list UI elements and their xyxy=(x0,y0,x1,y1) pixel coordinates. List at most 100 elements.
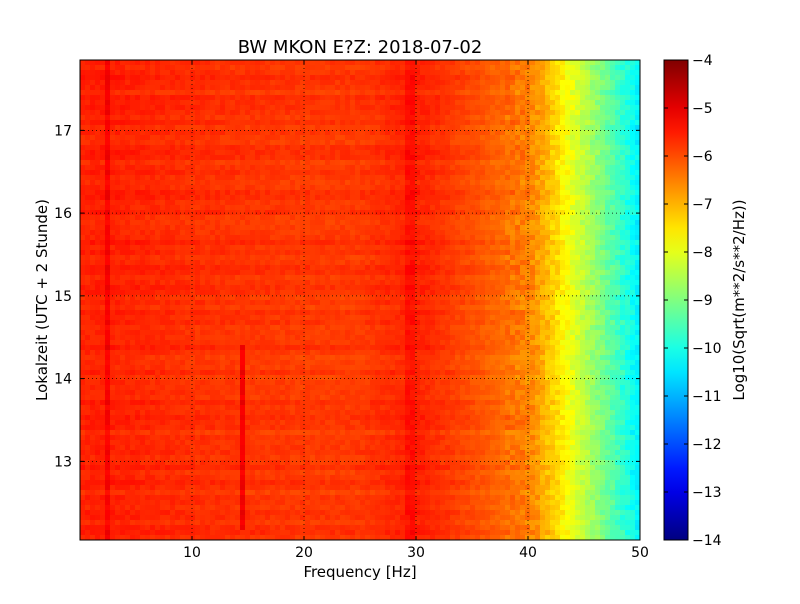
spectrogram-cell xyxy=(550,180,556,186)
spectrogram-cell xyxy=(400,250,406,256)
spectrogram-cell xyxy=(585,250,591,256)
spectrogram-cell xyxy=(275,135,281,141)
spectrogram-cell xyxy=(495,225,501,231)
spectrogram-cell xyxy=(285,145,291,151)
spectrogram-cell xyxy=(500,260,506,266)
spectrogram-cell xyxy=(455,275,461,281)
spectrogram-cell xyxy=(340,155,346,161)
spectrogram-cell xyxy=(495,210,501,216)
spectrogram-cell xyxy=(440,145,446,151)
spectrogram-cell xyxy=(415,60,421,66)
spectrogram-cell xyxy=(290,280,296,286)
spectrogram-cell xyxy=(535,90,541,96)
spectrogram-cell xyxy=(505,155,511,161)
spectrogram-cell xyxy=(590,70,596,76)
spectrogram-cell xyxy=(300,145,306,151)
spectrogram-cell xyxy=(350,145,356,151)
spectrogram-cell xyxy=(175,205,181,211)
spectrogram-cell xyxy=(350,125,356,131)
spectrogram-cell xyxy=(325,95,331,101)
spectrogram-cell xyxy=(515,135,521,141)
spectrogram-cell xyxy=(310,240,316,246)
spectrogram-cell xyxy=(345,175,351,181)
spectrogram-cell xyxy=(230,240,236,246)
spectrogram-cell xyxy=(445,140,451,146)
spectrogram-cell xyxy=(340,65,346,71)
spectrogram-cell xyxy=(570,230,576,236)
spectrogram-cell xyxy=(365,270,371,276)
spectrogram-cell xyxy=(320,250,326,256)
spectrogram-cell xyxy=(370,125,376,131)
spectrogram-cell xyxy=(135,215,141,221)
spectrogram-cell xyxy=(460,70,466,76)
spectrogram-cell xyxy=(495,90,501,96)
spectrogram-cell xyxy=(600,185,606,191)
spectrogram-cell xyxy=(420,95,426,101)
spectrogram-cell xyxy=(170,190,176,196)
spectrogram-cell xyxy=(490,85,496,91)
spectrogram-cell xyxy=(160,275,166,281)
spectrogram-cell xyxy=(405,265,411,271)
spectrogram-cell xyxy=(420,245,426,251)
spectrogram-cell xyxy=(325,250,331,256)
spectrogram-cell xyxy=(265,200,271,206)
spectrogram-cell xyxy=(190,105,196,111)
spectrogram-cell xyxy=(580,225,586,231)
spectrogram-cell xyxy=(345,280,351,286)
spectrogram-cell xyxy=(140,125,146,131)
spectrogram-cell xyxy=(90,260,96,266)
spectrogram-cell xyxy=(160,195,166,201)
spectrogram-cell xyxy=(595,155,601,161)
spectrogram-cell xyxy=(495,175,501,181)
spectrogram-cell xyxy=(200,185,206,191)
spectrogram-cell xyxy=(600,145,606,151)
spectrogram-cell xyxy=(345,250,351,256)
spectrogram-cell xyxy=(355,130,361,136)
spectrogram-cell xyxy=(195,265,201,271)
spectrogram-cell xyxy=(110,170,116,176)
spectrogram-cell xyxy=(430,100,436,106)
spectrogram-cell xyxy=(145,240,151,246)
spectrogram-cell xyxy=(330,220,336,226)
spectrogram-cell xyxy=(210,160,216,166)
spectrogram-cell xyxy=(435,210,441,216)
spectrogram-cell xyxy=(100,85,106,91)
spectrogram-cell xyxy=(630,145,636,151)
spectrogram-cell xyxy=(150,240,156,246)
spectrogram-cell xyxy=(240,135,246,141)
spectrogram-cell xyxy=(335,140,341,146)
spectrogram-cell xyxy=(410,235,416,241)
spectrogram-cell xyxy=(540,230,546,236)
spectrogram-cell xyxy=(205,145,211,151)
spectrogram-cell xyxy=(245,115,251,121)
spectrogram-cell xyxy=(200,260,206,266)
spectrogram-cell xyxy=(555,195,561,201)
spectrogram-cell xyxy=(315,160,321,166)
spectrogram-cell xyxy=(425,255,431,261)
spectrogram-cell xyxy=(435,155,441,161)
spectrogram-cell xyxy=(495,160,501,166)
spectrogram-cell xyxy=(615,100,621,106)
spectrogram-cell xyxy=(115,155,121,161)
spectrogram-cell xyxy=(545,240,551,246)
spectrogram-cell xyxy=(580,200,586,206)
spectrogram-cell xyxy=(115,220,121,226)
spectrogram-cell xyxy=(380,240,386,246)
spectrogram-cell xyxy=(515,200,521,206)
spectrogram-cell xyxy=(280,180,286,186)
spectrogram-cell xyxy=(90,235,96,241)
spectrogram-cell xyxy=(460,215,466,221)
spectrogram-cell xyxy=(275,210,281,216)
spectrogram-cell xyxy=(95,85,101,91)
spectrogram-cell xyxy=(435,190,441,196)
spectrogram-cell xyxy=(335,65,341,71)
spectrogram-cell xyxy=(435,70,441,76)
spectrogram-cell xyxy=(600,150,606,156)
spectrogram-cell xyxy=(390,265,396,271)
spectrogram-cell xyxy=(255,230,261,236)
spectrogram-cell xyxy=(445,225,451,231)
spectrogram-cell xyxy=(570,120,576,126)
spectrogram-cell xyxy=(120,180,126,186)
spectrogram-cell xyxy=(255,195,261,201)
spectrogram-cell xyxy=(80,75,86,81)
